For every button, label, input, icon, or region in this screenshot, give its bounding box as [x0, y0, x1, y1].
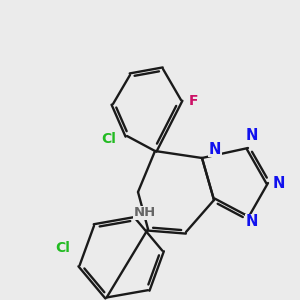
Text: NH: NH	[134, 206, 156, 220]
Text: Cl: Cl	[56, 241, 70, 255]
Text: F: F	[189, 94, 199, 108]
Text: N: N	[273, 176, 285, 190]
Text: N: N	[246, 214, 258, 230]
Text: Cl: Cl	[102, 132, 116, 146]
Text: N: N	[209, 142, 221, 157]
Text: N: N	[246, 128, 258, 143]
